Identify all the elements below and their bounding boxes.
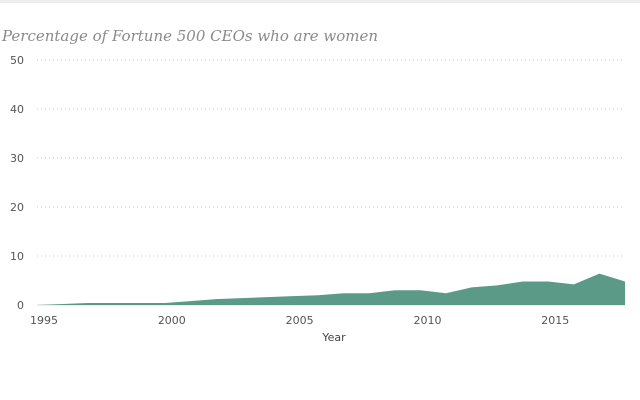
x-tick-label: 2000 [158,314,186,327]
x-tick-label: 1995 [30,314,58,327]
x-tick-label: 2010 [413,314,441,327]
chart-title: Percentage of Fortune 500 CEOs who are w… [2,27,379,45]
y-tick-label: 20 [10,201,24,214]
y-tick-label: 10 [10,250,24,263]
area-series [37,273,625,305]
x-tick-label: 2005 [286,314,314,327]
y-tick-label: 0 [17,299,24,312]
x-axis-title: Year [321,331,346,344]
y-tick-label: 30 [10,152,24,165]
y-tick-label: 40 [10,103,24,116]
top-divider [0,0,640,3]
x-tick-label: 2015 [541,314,569,327]
y-tick-label: 50 [10,54,24,67]
